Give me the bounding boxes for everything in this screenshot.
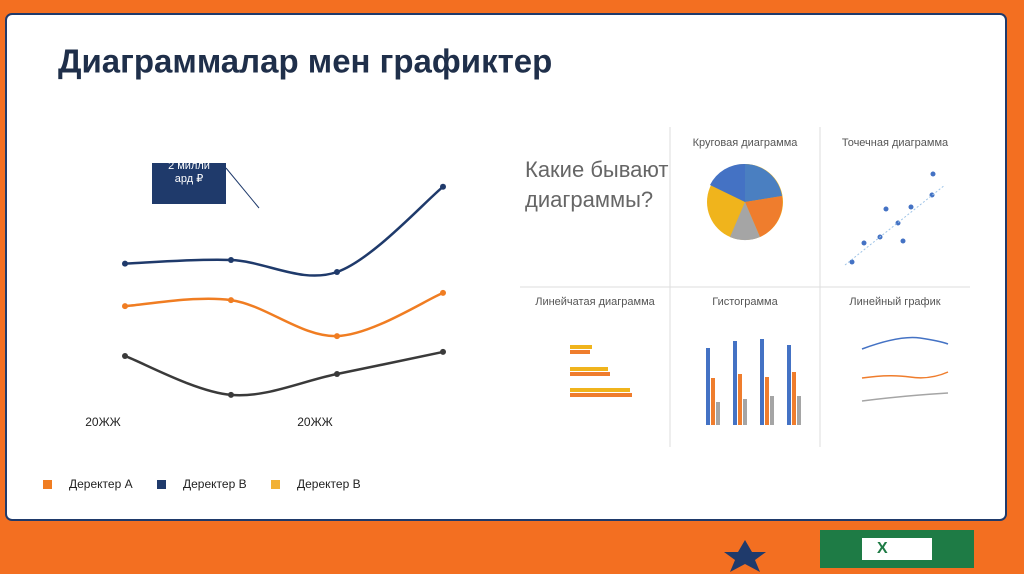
column-shapes bbox=[706, 339, 801, 425]
data-point bbox=[228, 297, 234, 304]
legend-swatch bbox=[271, 480, 280, 489]
excel-x: X bbox=[877, 540, 888, 557]
legend-swatch bbox=[43, 480, 52, 489]
series-line bbox=[124, 185, 444, 277]
panel-title: Линейный график bbox=[849, 296, 940, 308]
series-line bbox=[124, 350, 444, 397]
annotation: 2 миллиард ₽ bbox=[168, 160, 210, 185]
trend bbox=[844, 184, 946, 266]
chart-types-image: Какие бывают диаграммы? Круговая диаграм… bbox=[520, 127, 970, 447]
data-point bbox=[228, 257, 234, 263]
excel-sheet bbox=[862, 538, 932, 560]
pie-shape bbox=[710, 163, 745, 202]
legend-swatch bbox=[157, 480, 166, 489]
star bbox=[724, 540, 766, 572]
series-line bbox=[124, 291, 444, 338]
legend-label: Деректер В bbox=[297, 477, 361, 491]
line-shapes bbox=[861, 336, 949, 402]
data-point bbox=[334, 269, 340, 275]
panel-title: Круговая диаграмма bbox=[693, 137, 799, 149]
scatter-shape bbox=[849, 171, 936, 265]
slide-title: Диаграммалар мен графиктер bbox=[58, 43, 552, 80]
data-point bbox=[440, 289, 446, 296]
x-tick-label: 20ЖЖ bbox=[85, 415, 121, 429]
question-box: Какие бывают диаграммы? bbox=[525, 157, 669, 212]
legend-label: Деректер В bbox=[183, 477, 247, 491]
data-point bbox=[334, 371, 340, 377]
panel-title: Линейчатая диаграмма bbox=[535, 296, 655, 308]
panel-title: Точечная диаграмма bbox=[842, 137, 949, 149]
annotation-leader bbox=[225, 167, 260, 209]
data-point bbox=[440, 183, 446, 190]
data-point bbox=[228, 391, 234, 398]
pie-shape bbox=[745, 164, 782, 202]
data-point bbox=[334, 333, 340, 340]
panel-title: Гистограмма bbox=[712, 296, 778, 308]
question: Какие бывают диаграммы? bbox=[525, 157, 669, 212]
data-point bbox=[440, 348, 446, 355]
pie-shape bbox=[730, 202, 760, 241]
x-tick-label: 20ЖЖ bbox=[297, 415, 333, 429]
data-point bbox=[122, 260, 128, 267]
annotation-holder: 2 миллиард ₽ bbox=[168, 160, 210, 185]
pie-shape bbox=[745, 196, 783, 237]
data-point bbox=[122, 303, 128, 310]
bar-shapes bbox=[570, 345, 632, 397]
legend-label: Деректер А bbox=[69, 477, 133, 491]
data-point bbox=[122, 353, 128, 359]
annotation-box bbox=[152, 163, 226, 204]
